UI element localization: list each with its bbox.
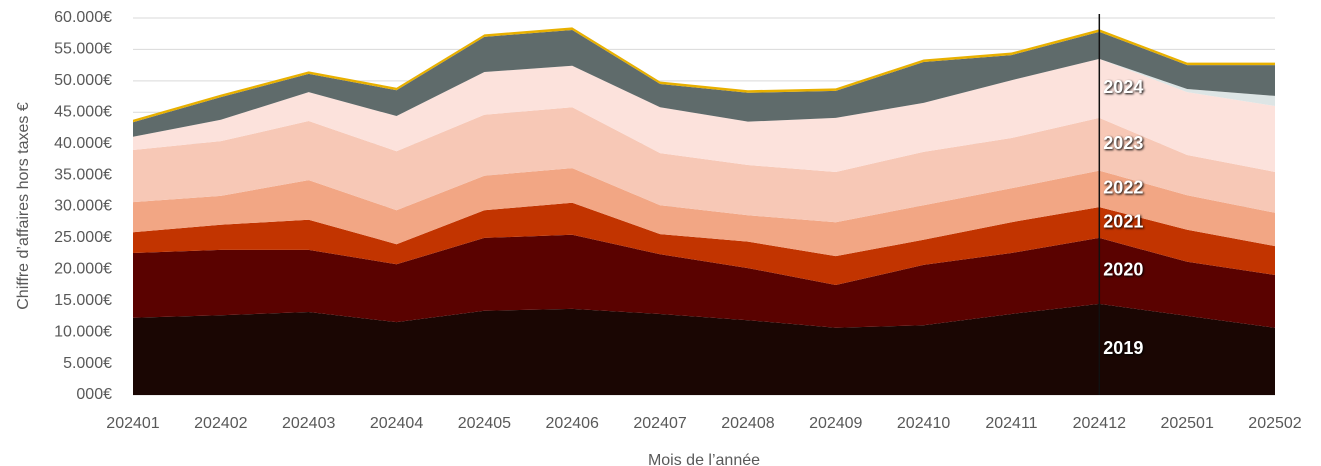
x-tick-label: 202407 (633, 415, 686, 432)
x-tick-label: 202402 (194, 415, 247, 432)
series-label: 2022 (1103, 178, 1143, 198)
y-tick-label: 30.000€ (54, 198, 112, 215)
x-tick-label: 202501 (1160, 415, 1213, 432)
x-tick-label: 202412 (1073, 415, 1126, 432)
y-tick-label: 10.000€ (54, 323, 112, 340)
series-label: 2021 (1103, 211, 1143, 231)
x-tick-label: 202405 (458, 415, 511, 432)
x-axis-label: Mois de l’année (648, 452, 760, 466)
y-tick-label: 15.000€ (54, 292, 112, 309)
y-tick-label: 35.000€ (54, 166, 112, 183)
y-axis-label: Chiffre d’affaires hors taxes € (15, 102, 32, 310)
y-tick-label: 45.000€ (54, 103, 112, 120)
y-tick-label: 40.000€ (54, 135, 112, 152)
x-tick-label: 202409 (809, 415, 862, 432)
x-tick-label: 202408 (721, 415, 774, 432)
x-tick-label: 202404 (370, 415, 423, 432)
area (133, 202, 1275, 286)
y-tick-label: 5.000€ (63, 355, 112, 372)
series-label: 2020 (1103, 260, 1143, 280)
area (133, 303, 1275, 395)
area (133, 168, 1275, 257)
x-tick-label: 202406 (546, 415, 599, 432)
y-tick-label: 60.000€ (54, 9, 112, 26)
x-tick-label: 202502 (1248, 415, 1301, 432)
x-tick-label: 202401 (106, 415, 159, 432)
y-tick-label: 20.000€ (54, 261, 112, 278)
series-label: 2019 (1103, 338, 1143, 358)
y-tick-label: 000€ (76, 386, 112, 403)
x-tick-label: 202410 (897, 415, 950, 432)
series-label: 2023 (1103, 133, 1143, 153)
x-tick-label: 202411 (985, 415, 1037, 432)
area (133, 58, 1275, 172)
y-tick-label: 50.000€ (54, 72, 112, 89)
area (133, 107, 1275, 223)
series-label: 2024 (1103, 77, 1143, 97)
area (133, 234, 1275, 328)
y-tick-label: 25.000€ (54, 229, 112, 246)
x-tick-label: 202403 (282, 415, 335, 432)
y-tick-label: 55.000€ (54, 41, 112, 58)
